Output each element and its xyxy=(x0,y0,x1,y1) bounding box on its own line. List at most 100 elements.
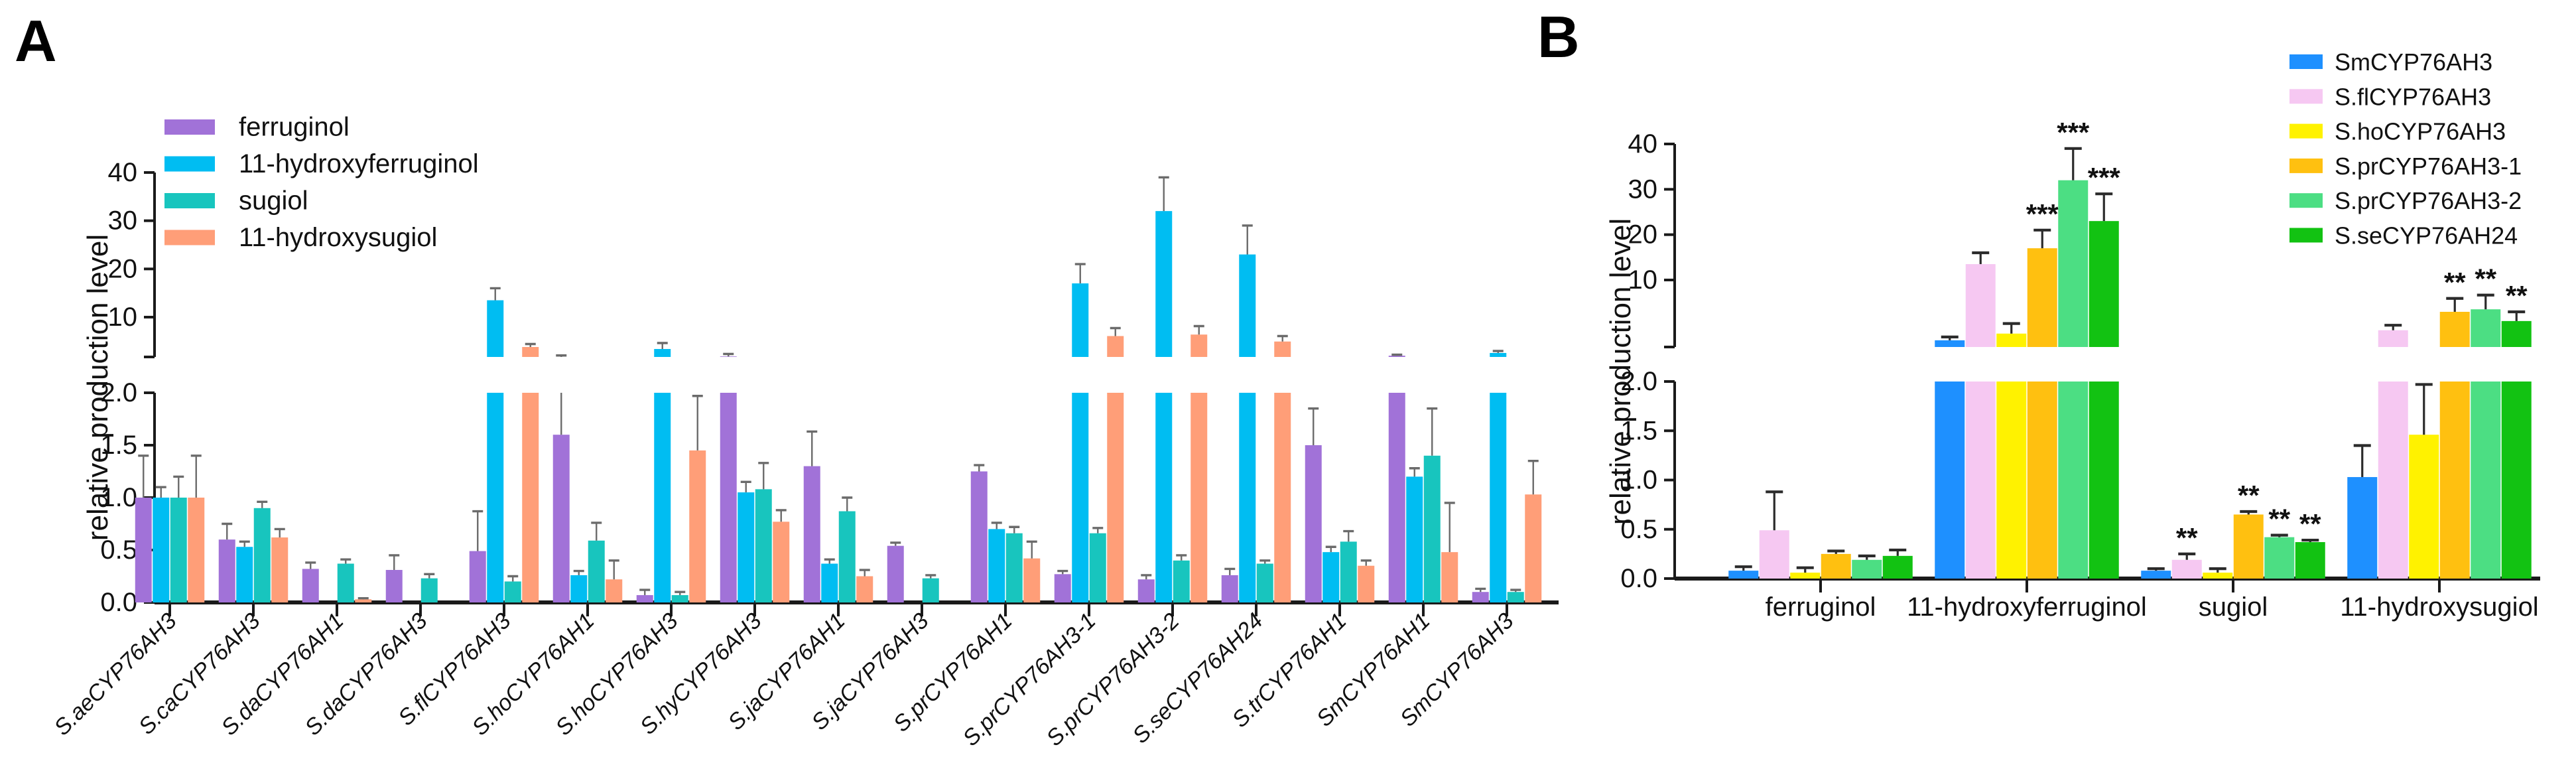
bar-top-B xyxy=(2089,221,2119,347)
significance-stars: ** xyxy=(2268,504,2290,535)
bar-A xyxy=(1525,494,1542,602)
legend-label: S.prCYP76AH3-2 xyxy=(2335,187,2522,214)
x-axis-label: 11-hydroxyferruginol xyxy=(1907,592,2147,622)
bar-top-B xyxy=(1996,333,2027,347)
bar-B xyxy=(2233,514,2264,579)
bar-A xyxy=(1507,592,1524,602)
y-axis-tick-label: 0.0 xyxy=(1620,564,1657,593)
bar-top-A xyxy=(1274,341,1291,357)
bar-A xyxy=(302,569,319,602)
bar-A xyxy=(671,594,688,602)
bar-bottom-A xyxy=(1388,393,1405,602)
bar-bottom-B xyxy=(2058,382,2089,579)
bar-B xyxy=(1759,530,1789,579)
bar-A xyxy=(570,575,588,602)
y-axis-tick-label: 30 xyxy=(1628,174,1658,204)
legend-label: ferruginol xyxy=(239,113,350,142)
bar-bottom-A xyxy=(487,393,504,602)
bar-A xyxy=(337,563,354,602)
bar-bottom-B xyxy=(2378,382,2408,579)
bar-top-A xyxy=(1388,356,1405,357)
bar-B xyxy=(1852,559,1882,579)
bar-A xyxy=(970,471,988,602)
bar-A xyxy=(588,540,605,602)
bar-A xyxy=(504,581,521,602)
bar-A xyxy=(1054,574,1071,602)
y-axis-tick-label: 10 xyxy=(1628,265,1658,295)
bar-top-B xyxy=(2027,248,2057,347)
bar-top-B xyxy=(2471,309,2501,347)
bar-A xyxy=(385,570,403,602)
bar-bottom-A xyxy=(1490,393,1507,602)
bar-A xyxy=(218,539,235,602)
legend-swatch xyxy=(2289,89,2323,104)
bar-top-A xyxy=(1107,336,1124,357)
y-axis-title: relative production level xyxy=(82,234,114,541)
significance-stars: ** xyxy=(2299,508,2321,539)
bar-bottom-A xyxy=(1191,393,1208,602)
bar-B xyxy=(2264,537,2295,579)
bar-bottom-A xyxy=(654,393,671,602)
bar-top-A xyxy=(1490,353,1507,357)
bar-A xyxy=(636,594,653,602)
bar-A xyxy=(1406,476,1423,602)
bar-A xyxy=(887,545,904,602)
bar-top-B xyxy=(1965,264,1996,347)
bar-top-A xyxy=(1155,211,1173,357)
legend-label: S.flCYP76AH3 xyxy=(2335,83,2491,110)
bar-bottom-A xyxy=(1072,393,1089,602)
significance-stars: ** xyxy=(2238,480,2260,511)
significance-stars: ** xyxy=(2176,522,2198,553)
bar-A xyxy=(922,578,939,602)
bar-A xyxy=(135,498,152,602)
bar-B xyxy=(2347,477,2378,579)
y-axis-title: relative production level xyxy=(1604,218,1637,525)
bar-top-A xyxy=(522,347,539,357)
legend-label: sugiol xyxy=(239,186,308,216)
bar-A xyxy=(738,492,755,602)
bar-B xyxy=(1821,553,1851,579)
y-axis-tick-label: 20 xyxy=(1628,220,1658,249)
bar-B xyxy=(1882,555,1913,579)
significance-stars: ** xyxy=(2506,280,2528,311)
y-axis-tick-label: 2.0 xyxy=(1620,367,1657,396)
bar-A xyxy=(420,578,438,602)
bar-A xyxy=(469,551,486,602)
legend-label: 11-hydroxysugiol xyxy=(239,223,437,252)
bar-bottom-B xyxy=(2439,382,2470,579)
panel-a-label: A xyxy=(15,8,57,74)
bar-A xyxy=(755,489,772,602)
bar-bottom-B xyxy=(2471,382,2501,579)
bar-B xyxy=(1790,573,1821,579)
bar-B xyxy=(2295,542,2325,579)
bar-A xyxy=(552,435,570,602)
bar-bottom-A xyxy=(1274,393,1291,602)
legend-label: 11-hydroxyferruginol xyxy=(239,149,479,178)
bar-bottom-B xyxy=(2089,382,2119,579)
y-axis-tick-label: 0.0 xyxy=(100,588,137,617)
bar-A xyxy=(1005,533,1023,602)
bar-bottom-B xyxy=(2501,382,2532,579)
bar-B xyxy=(2171,559,2202,579)
panel-B: 10 20 30 40 0.0 0.5 1.0 1.5 2.0 ferruginol 11-hydr… xyxy=(1604,48,2540,622)
bar-top-B xyxy=(2058,180,2089,347)
y-axis-tick-label: 40 xyxy=(108,158,138,187)
panel-A: 102030400.00.51.01.52.0S.aeCYP76AH3S.caC… xyxy=(49,113,1559,751)
bar-A xyxy=(773,521,790,602)
panel-b-label: B xyxy=(1537,4,1580,70)
legend-swatch xyxy=(2289,123,2323,139)
significance-stars: *** xyxy=(2088,162,2121,193)
bar-A xyxy=(1137,579,1155,602)
legend-label: S.hoCYP76AH3 xyxy=(2335,118,2506,145)
y-axis-tick-label: 20 xyxy=(108,254,138,283)
bar-A xyxy=(188,498,205,602)
bar-A xyxy=(1441,552,1458,602)
bar-bottom-B xyxy=(2027,382,2057,579)
bar-A xyxy=(1358,565,1375,602)
y-axis-tick-label: 1.5 xyxy=(1620,416,1657,445)
bar-top-A xyxy=(720,356,737,357)
bar-A xyxy=(170,498,187,602)
bar-A xyxy=(253,508,271,602)
bar-B xyxy=(2203,573,2233,579)
